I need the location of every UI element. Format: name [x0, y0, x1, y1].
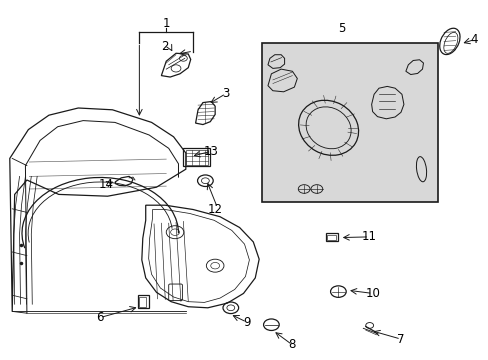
Text: 7: 7 — [396, 333, 404, 346]
Text: 2: 2 — [161, 40, 169, 53]
Bar — [261, 43, 437, 202]
Text: 12: 12 — [207, 203, 222, 216]
Text: 8: 8 — [288, 338, 296, 351]
Text: 5: 5 — [338, 22, 346, 35]
Bar — [139, 297, 146, 307]
Text: 1: 1 — [162, 17, 170, 30]
Text: 11: 11 — [361, 230, 376, 243]
Text: 10: 10 — [365, 287, 379, 300]
Bar — [138, 295, 148, 308]
Text: 14: 14 — [99, 178, 114, 191]
Text: 6: 6 — [96, 311, 104, 324]
Bar — [325, 233, 338, 241]
Text: 9: 9 — [243, 316, 250, 329]
Bar — [326, 235, 335, 240]
Bar — [185, 150, 207, 165]
Text: 4: 4 — [469, 33, 477, 46]
Text: 3: 3 — [222, 87, 229, 100]
Bar — [183, 148, 210, 166]
Text: 13: 13 — [203, 145, 218, 158]
